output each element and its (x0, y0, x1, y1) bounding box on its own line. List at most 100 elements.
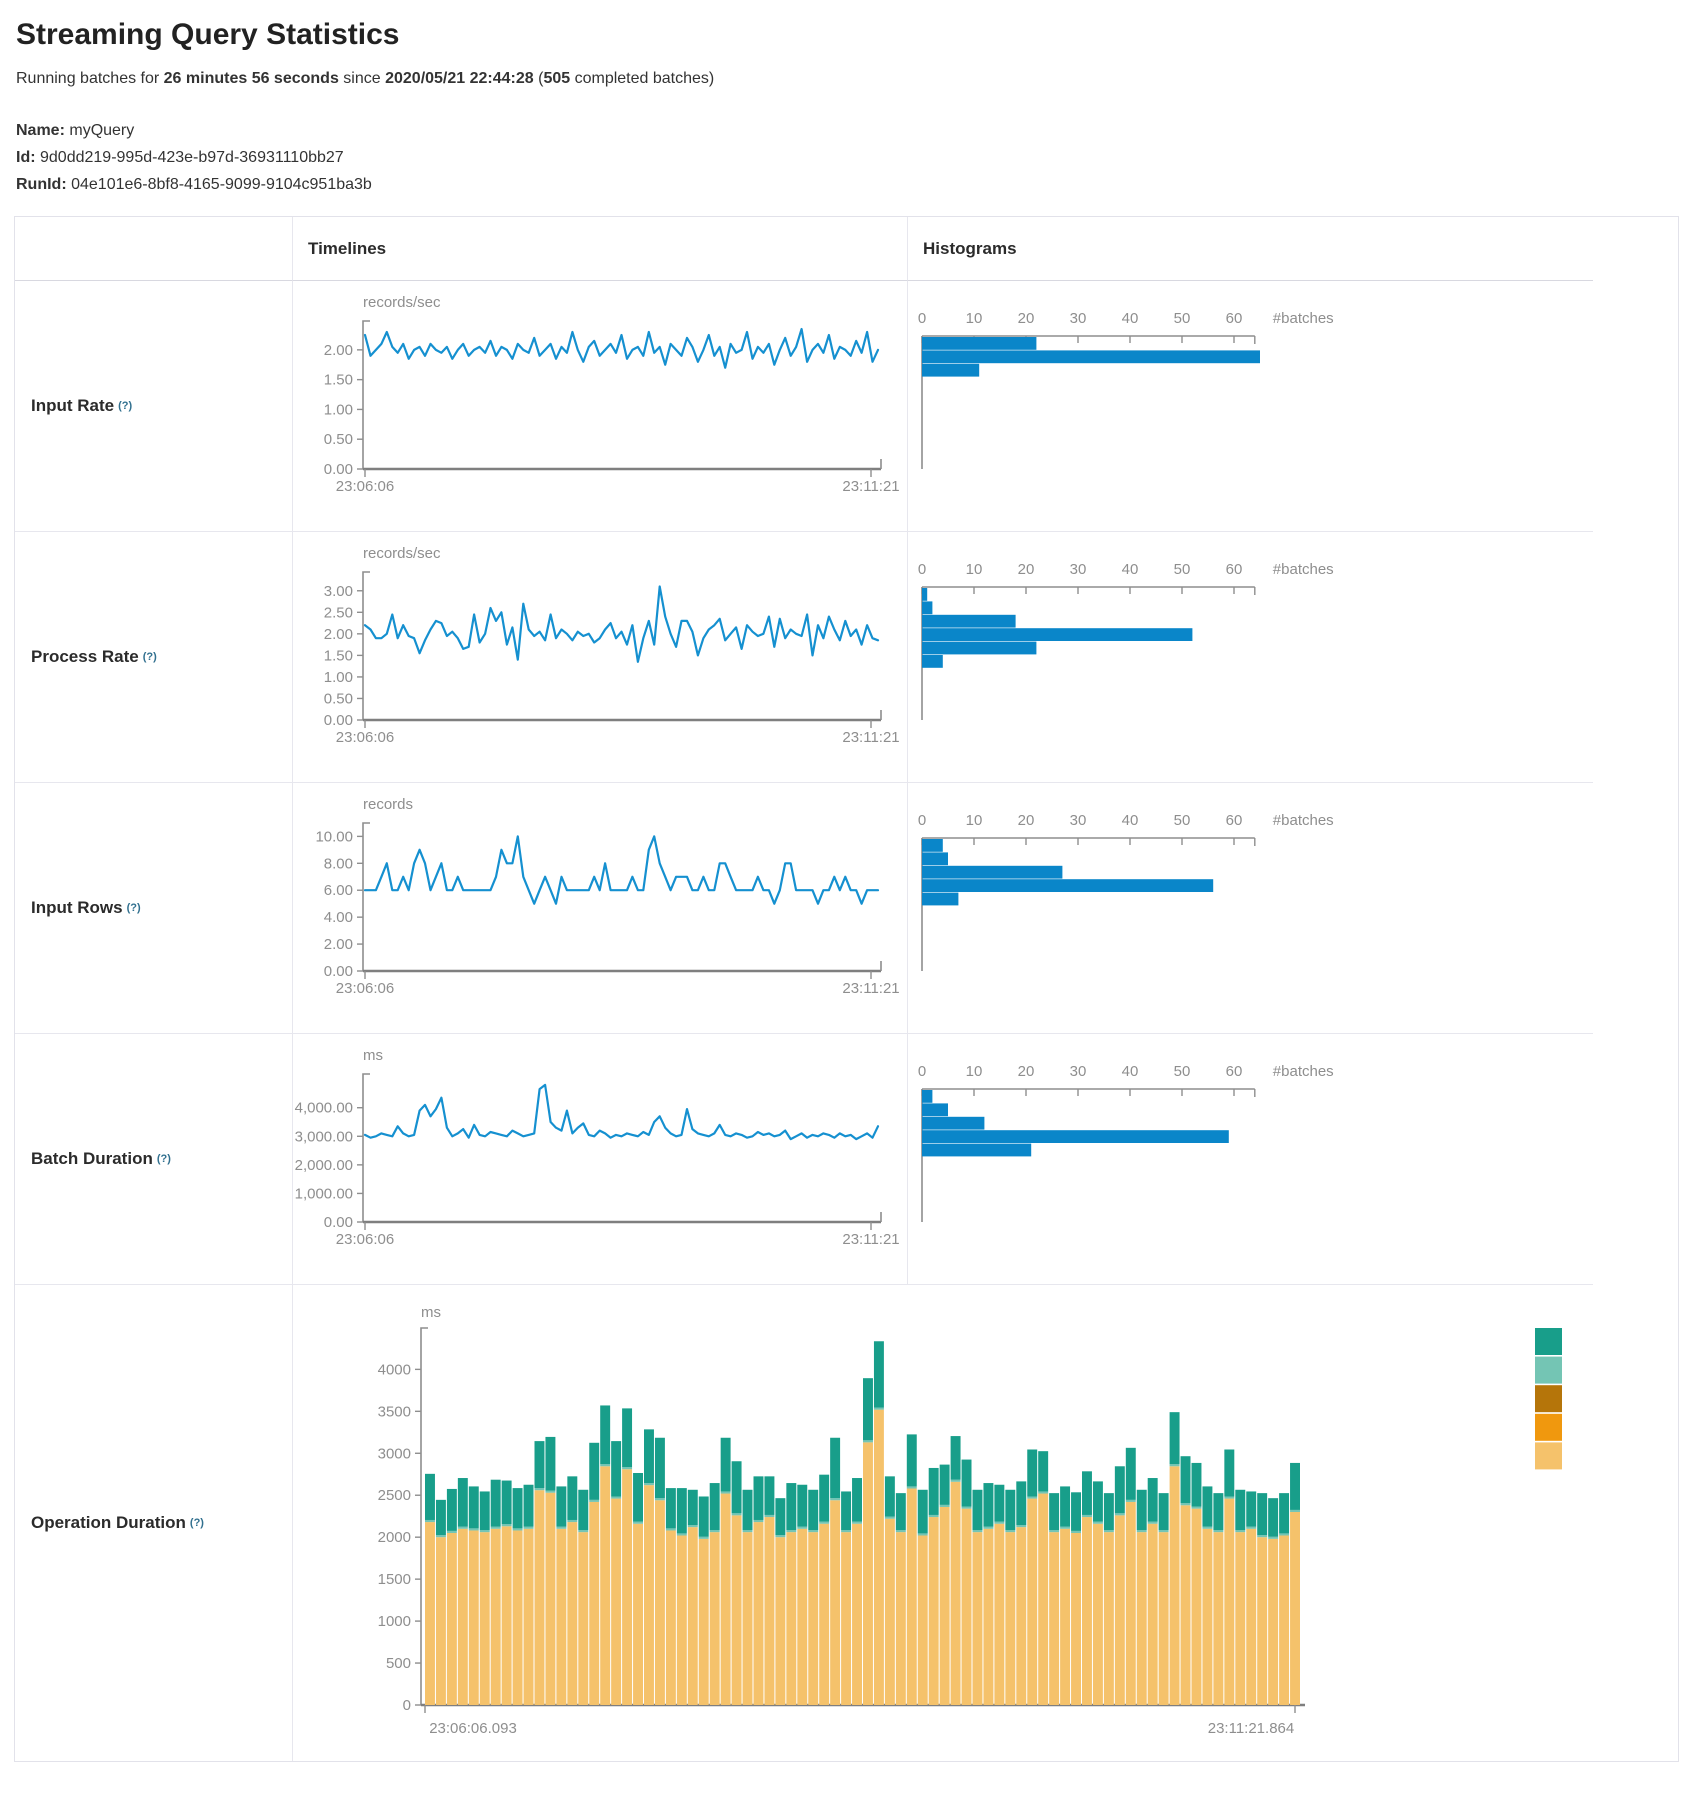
stacked-bar-segment (764, 1514, 775, 1518)
stacked-bar-segment (556, 1526, 567, 1529)
x-start-label: 23:06:06 (336, 980, 394, 997)
stacked-bar-segment (534, 1490, 545, 1705)
stacked-bar-segment (665, 1528, 676, 1531)
stacked-bar-segment (983, 1483, 994, 1527)
stacked-bar-segment (446, 1532, 457, 1705)
stacked-bar-segment (1279, 1533, 1290, 1536)
stacked-bar-segment (1191, 1508, 1202, 1705)
stacked-bar-segment (600, 1466, 611, 1705)
stacked-bar-segment (479, 1491, 490, 1531)
stacked-bar-segment (1071, 1530, 1081, 1533)
hist-bar (922, 1116, 985, 1130)
unit-label: ms (363, 1047, 383, 1064)
page-title: Streaming Query Statistics (16, 18, 400, 51)
query-runid-value: 04e101e6-8bf8-4165-9099-9104c951ba3b (71, 176, 372, 193)
stacked-bar-segment (939, 1504, 950, 1507)
hist-bar (922, 614, 1016, 628)
stacked-bar-segment (720, 1437, 731, 1492)
y-tick-label: 1000 (378, 1613, 411, 1630)
stacked-bar-segment (1246, 1528, 1257, 1705)
stacked-bar-segment (994, 1523, 1005, 1705)
stacked-bar-segment (1279, 1535, 1290, 1705)
hist-bar (922, 839, 943, 852)
x-end-label: 23:11:21.864 (1208, 1720, 1294, 1737)
stacked-bar-segment (764, 1517, 775, 1705)
operation-duration-stacked-chart: ms 0 500 1000 1500 2000 2500 3000 3500 4000 23:06:… (378, 1304, 1562, 1737)
stacked-bar-segment (425, 1473, 435, 1520)
running-batches-summary: Running batches for 26 minutes 56 second… (16, 70, 1693, 88)
stacked-bar-segment (720, 1491, 731, 1494)
stacked-bar-segment (556, 1528, 567, 1705)
y-tick-label: 4000 (378, 1361, 411, 1378)
stacked-bar-segment (983, 1526, 994, 1529)
stacked-bar-segment (479, 1530, 490, 1533)
stacked-bar-segment (1268, 1538, 1279, 1705)
stacked-bar-segment (1071, 1492, 1081, 1531)
stacked-bar-segment (545, 1490, 556, 1493)
y-tick-label: 2.00 (324, 936, 353, 953)
stacked-bar-segment (841, 1530, 852, 1533)
x-end-label: 23:11:21 (842, 478, 899, 495)
stacked-bar-segment (490, 1528, 501, 1705)
running-duration: 26 minutes 56 seconds (163, 70, 339, 87)
stacked-bar-segment (1005, 1489, 1016, 1531)
stacked-bar-segment (479, 1532, 490, 1705)
help-icon[interactable]: (?) (142, 651, 157, 663)
stacked-bar-segment (1202, 1526, 1213, 1529)
y-tick-label: 3000 (378, 1445, 411, 1462)
y-tick-label: 0.50 (324, 431, 353, 448)
batch-duration-timeline-chart: ms 0.00 1,000.00 2,000.00 3,000.00 4,000.00 23… (295, 1047, 900, 1248)
stacked-bar-segment (1268, 1498, 1279, 1537)
statistics-table: Timelines Histograms Input Rate (?) recor… (14, 216, 1679, 1762)
stacked-bar-segment (994, 1484, 1005, 1522)
stacked-bar-segment (556, 1486, 567, 1527)
x-tick-label: 30 (1070, 1063, 1087, 1080)
stacked-bar-segment (1169, 1412, 1180, 1465)
stacked-bar-segment (1038, 1491, 1049, 1494)
stacked-bar-segment (1125, 1447, 1136, 1500)
stacked-bar-segment (1038, 1493, 1049, 1705)
stacked-bar-segment (1180, 1456, 1191, 1504)
input-rows-histogram-chart: 0 10 20 30 40 50 60 #batches (918, 812, 1334, 971)
stacked-bar-segment (468, 1486, 479, 1529)
stacked-bar-segment (1092, 1481, 1103, 1522)
stacked-bar-segment (1290, 1512, 1300, 1705)
stacked-bar-segment (1103, 1530, 1114, 1533)
stacked-bar-segment (501, 1526, 512, 1705)
legend-swatch (1535, 1442, 1562, 1470)
unit-label: ms (421, 1304, 441, 1321)
hist-bar (922, 879, 1214, 892)
stacked-bar-segment (654, 1498, 665, 1501)
stacked-bar-segment (786, 1483, 797, 1531)
stacked-bar-segment (435, 1537, 446, 1705)
help-icon[interactable]: (?) (118, 400, 133, 412)
input-rows-timeline-chart: records 0.00 2.00 4.00 6.00 8.00 10.00 23:06:06… (315, 796, 899, 997)
stacked-bar-segment (1257, 1535, 1268, 1538)
hist-bar (922, 865, 1063, 879)
batches-axis-label: #batches (1273, 310, 1334, 327)
stacked-bar-segment (742, 1530, 753, 1533)
help-icon[interactable]: (?) (156, 1153, 171, 1165)
stacked-bar-segment (1060, 1526, 1071, 1529)
timeline-series-line (363, 327, 880, 369)
stacked-bar-segment (1180, 1505, 1191, 1705)
stacked-bar-segment (742, 1532, 753, 1705)
stacked-bar-segment (425, 1522, 435, 1705)
stacked-bar-segment (1191, 1506, 1202, 1509)
stacked-bar-segment (884, 1518, 895, 1705)
stacked-bar-segment (906, 1488, 917, 1705)
input-rate-timeline-cell: records/sec 0.00 0.50 1.00 1.50 2.00 23:06:06 2… (293, 281, 908, 532)
stacked-bar-segment (1103, 1493, 1114, 1531)
stacked-bar-segment (1114, 1513, 1125, 1516)
stacked-bar-segment (972, 1530, 983, 1533)
stacked-bar-segment (819, 1521, 830, 1524)
stacked-bar-segment (709, 1532, 720, 1705)
stacked-bar-segment (534, 1488, 545, 1491)
help-icon[interactable]: (?) (189, 1517, 204, 1529)
input-rate-histogram-chart: 0 10 20 30 40 50 60 #batches (918, 310, 1334, 469)
help-icon[interactable]: (?) (126, 902, 141, 914)
query-runid-line: RunId: 04e101e6-8bf8-4165-9099-9104c951b… (16, 176, 1693, 194)
process-rate-timeline-chart: records/sec 0.00 0.50 1.00 1.50 2.00 2.50 3.00 2… (324, 545, 900, 746)
x-tick-label: 20 (1018, 310, 1035, 327)
process-rate-histogram-cell: 0 10 20 30 40 50 60 #batches (908, 532, 1593, 783)
